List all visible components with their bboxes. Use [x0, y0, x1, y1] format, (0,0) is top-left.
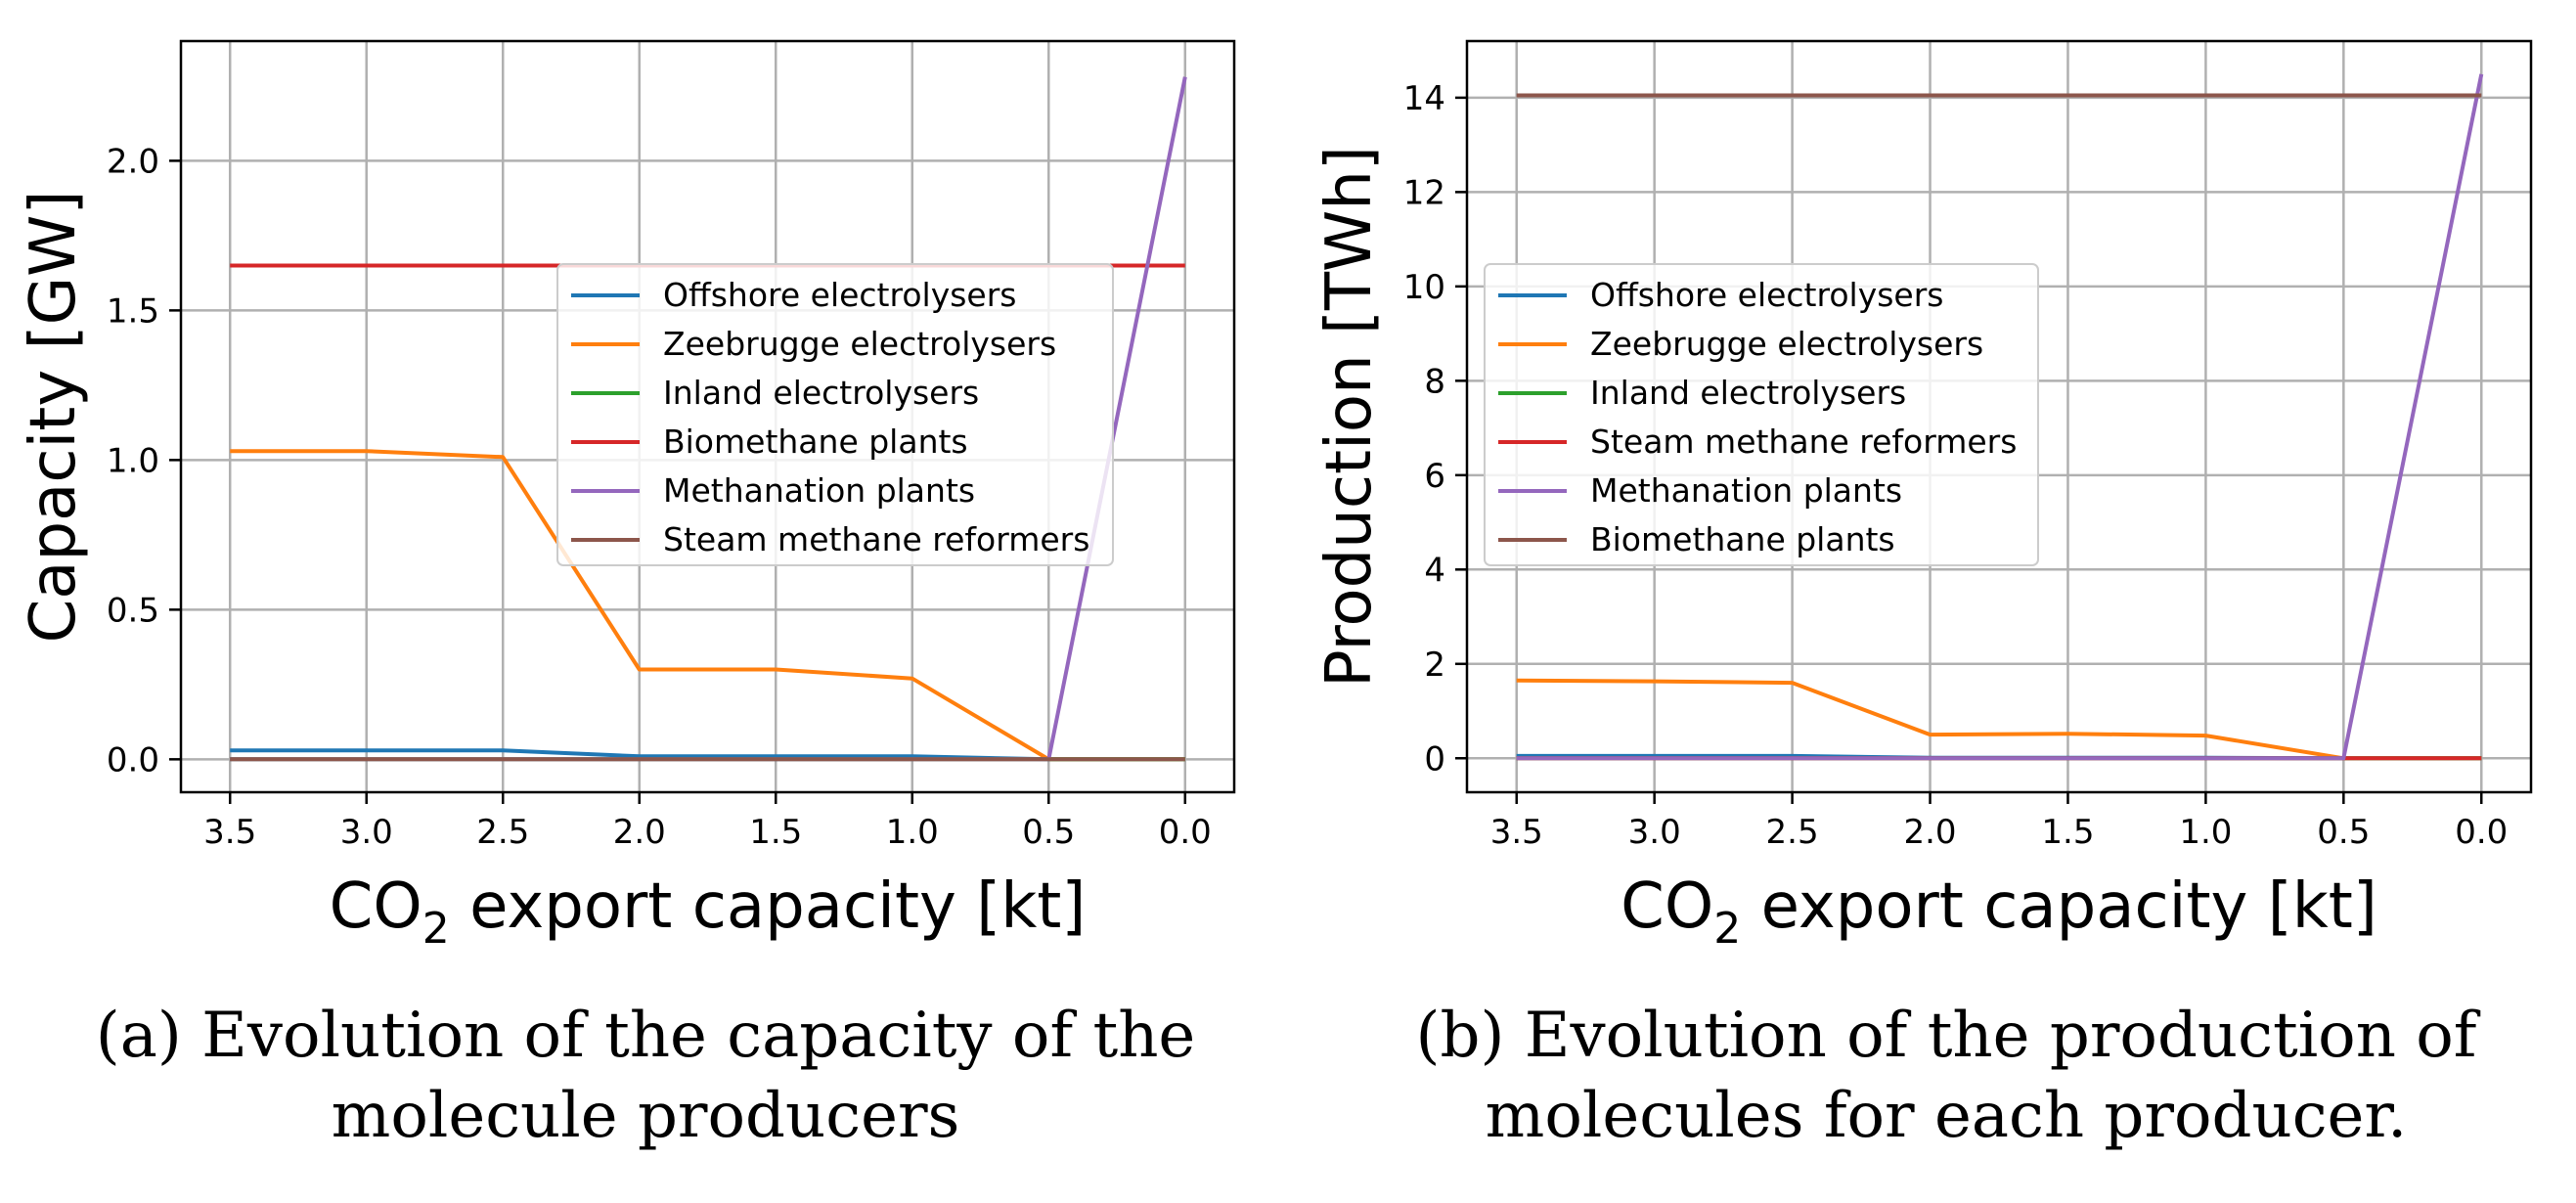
legend-label-6: Biomethane plants: [1590, 520, 1895, 558]
x-axis-label-subscript: 2: [1713, 904, 1741, 954]
x-tick-label: 2.0: [613, 813, 666, 852]
x-tick-label: 2.5: [1766, 813, 1819, 852]
legend-box: [556, 263, 1114, 566]
x-tick-label: 1.5: [749, 813, 802, 852]
x-tick-label: 0.5: [2317, 813, 2370, 852]
series-line-2: [1516, 678, 2482, 761]
y-tick-label: 4: [1424, 551, 1445, 590]
x-axis-label-rest: export capacity [kt]: [450, 870, 1087, 943]
legend-label-1: Offshore electrolysers: [663, 276, 1017, 314]
y-tick-label: 8: [1424, 362, 1445, 401]
caption-a-line1: (a) Evolution of the capacity of the: [95, 1000, 1196, 1072]
legend: Offshore electrolysers Zeebrugge electrol…: [1484, 263, 2039, 566]
legend: Offshore electrolysers Zeebrugge electrol…: [556, 263, 1114, 566]
y-tick-label: 0.0: [107, 740, 159, 780]
caption-a-line2: molecule producers: [331, 1080, 960, 1152]
y-tick-label: 2: [1424, 646, 1445, 685]
x-tick-label: 0.0: [2455, 813, 2508, 852]
legend-label-5: Methanation plants: [663, 471, 975, 510]
plot-frame: [1465, 39, 2533, 794]
x-axis-label-main: CO: [1621, 870, 1713, 943]
y-tick-label: 0: [1424, 739, 1445, 779]
x-axis-label: CO2 export capacity [kt]: [1621, 870, 2377, 954]
x-tick-label: 1.5: [2041, 813, 2094, 852]
y-tick-label: 14: [1403, 79, 1445, 118]
x-tick-label: 2.5: [476, 813, 529, 852]
x-tick-label: 1.0: [2179, 813, 2232, 852]
legend-box: [1484, 263, 2039, 566]
x-tick-label: 2.0: [1903, 813, 1956, 852]
x-axis-label-rest: export capacity [kt]: [1741, 870, 2377, 943]
y-axis-label: Capacity [GW]: [18, 191, 90, 644]
y-tick-label: 2.0: [107, 142, 159, 181]
legend-label-2: Zeebrugge electrolysers: [1590, 325, 1983, 363]
plot-frame: [179, 39, 1236, 794]
series-line-5: [1516, 73, 2484, 761]
legend-label-2: Zeebrugge electrolysers: [663, 325, 1056, 363]
caption-b: (b) Evolution of the production of molec…: [1301, 996, 2576, 1156]
y-tick-label: 1.0: [107, 441, 159, 480]
x-axis-label: CO2 export capacity [kt]: [330, 870, 1087, 954]
x-tick-label: 3.0: [1628, 813, 1681, 852]
y-tick-label: 12: [1403, 173, 1445, 212]
y-tick-label: 1.5: [107, 291, 159, 331]
capacity-chart: 3.5 3.0 2.5 2.0 1.5 1.0 0.5 0.0 0.0 0.5 1.0 1.5 2.0 C…: [18, 39, 1236, 954]
legend-label-5: Methanation plants: [1590, 471, 1902, 510]
x-axis-label-subscript: 2: [422, 904, 450, 954]
caption-b-line2: molecules for each producer.: [1485, 1080, 2408, 1152]
legend-label-6: Steam methane reformers: [663, 520, 1089, 558]
legend-label-1: Offshore electrolysers: [1590, 276, 1944, 314]
legend-label-4: Steam methane reformers: [1590, 423, 2017, 461]
legend-label-3: Inland electrolysers: [1590, 374, 1906, 412]
legend-label-4: Biomethane plants: [663, 423, 968, 461]
y-tick-label: 0.5: [107, 591, 159, 630]
x-tick-label: 0.5: [1022, 813, 1075, 852]
x-tick-label: 3.5: [203, 813, 256, 852]
x-tick-label: 0.0: [1159, 813, 1212, 852]
x-tick-label: 3.5: [1490, 813, 1543, 852]
x-axis-label-main: CO: [330, 870, 422, 943]
y-tick-label: 10: [1403, 268, 1445, 307]
series-line-2: [230, 449, 1185, 762]
caption-b-line1: (b) Evolution of the production of: [1415, 1000, 2477, 1072]
x-tick-label: 3.0: [340, 813, 393, 852]
caption-a: (a) Evolution of the capacity of the mol…: [0, 996, 1291, 1156]
legend-label-3: Inland electrolysers: [663, 374, 979, 412]
x-tick-label: 1.0: [886, 813, 939, 852]
y-axis-label: Production [TWh]: [1313, 146, 1386, 688]
y-tick-label: 6: [1424, 457, 1445, 496]
